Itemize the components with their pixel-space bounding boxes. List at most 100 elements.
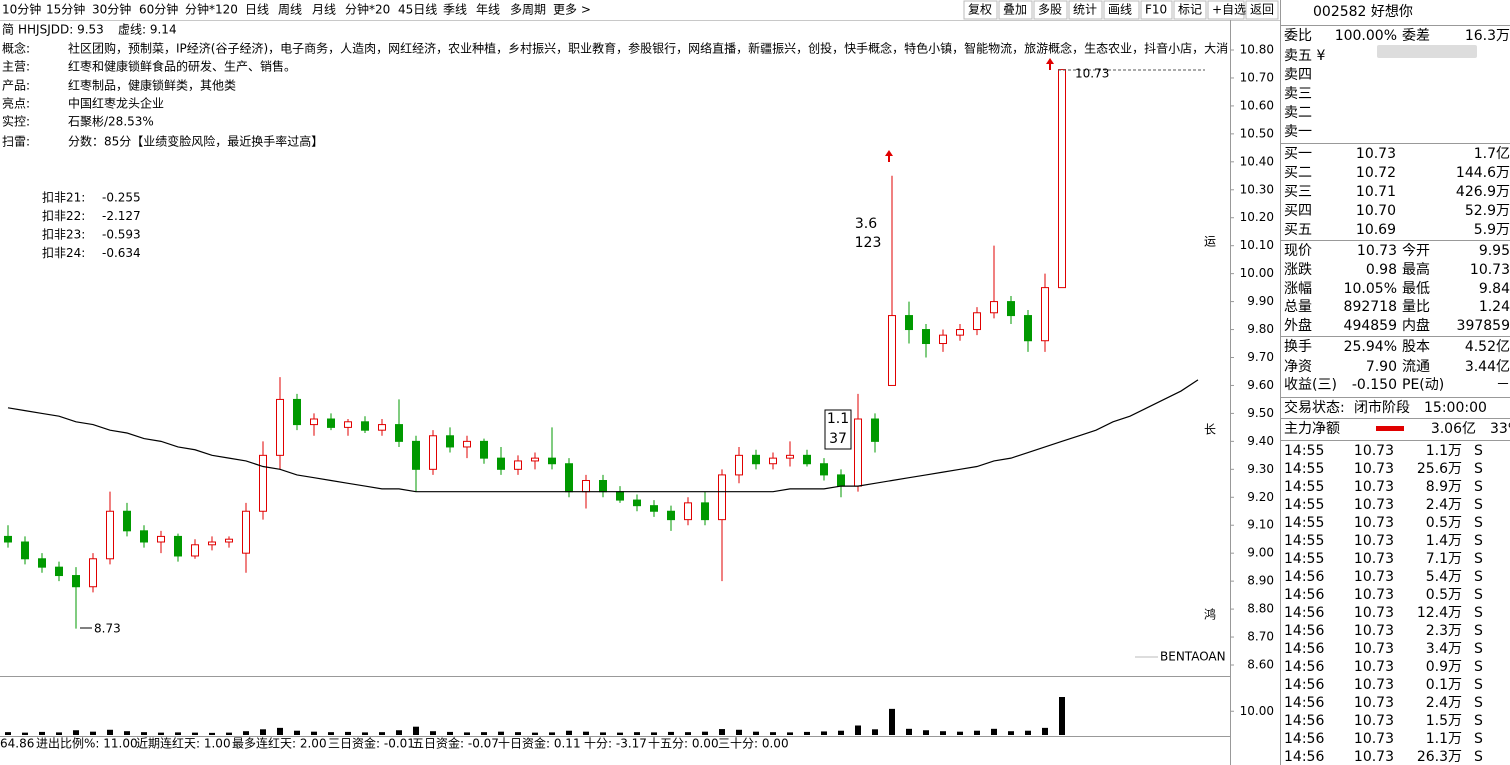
candle-body [1041, 287, 1049, 342]
trade-volume: 0.9万 [1426, 659, 1462, 675]
candle-body [514, 460, 522, 470]
toolbar-button[interactable]: 返回 [1250, 3, 1274, 17]
ask-label: 卖四 [1284, 67, 1312, 83]
trade-time: 14:55 [1284, 515, 1324, 531]
period-tab[interactable]: 多周期 [510, 3, 546, 17]
period-tab[interactable]: 30分钟 [92, 2, 131, 17]
y-tick-label: 10.20 [1240, 210, 1274, 224]
volume-bar [141, 732, 147, 735]
volume-bar [787, 732, 793, 735]
trade-side: S [1474, 533, 1483, 549]
period-tab[interactable]: 分钟*20 [345, 2, 390, 17]
quote-value: 7.90 [1366, 359, 1397, 375]
trade-side: S [1474, 623, 1483, 639]
toolbar-button-frame[interactable] [1103, 0, 1140, 20]
quote-key: 收益(三) [1284, 377, 1337, 393]
ask-label: 卖二 [1284, 105, 1312, 121]
info-key: 主营: [2, 60, 30, 74]
volume-bar [90, 731, 96, 735]
period-tab[interactable]: 45日线 [398, 3, 437, 17]
trade-volume: 25.6万 [1417, 461, 1462, 477]
toolbar-button-frame[interactable] [1033, 0, 1068, 20]
volume-bar [736, 729, 742, 735]
toolbar-button-frame[interactable] [1173, 0, 1207, 20]
info-key: 概念: [2, 41, 30, 56]
trade-price: 10.73 [1354, 749, 1394, 765]
annotation: 123 [855, 235, 882, 251]
volume-bar [804, 731, 810, 735]
deduction-value: -0.255 [102, 191, 141, 205]
period-tab[interactable]: 周线 [278, 3, 302, 17]
volume-bar [1025, 730, 1031, 735]
trade-side: S [1474, 641, 1483, 657]
trade-volume: 1.1万 [1426, 443, 1462, 459]
candle-body [225, 538, 233, 543]
toolbar-button[interactable]: 画线 [1108, 3, 1132, 17]
bid-volume: 1.7亿 [1474, 146, 1510, 162]
volume-bar [1059, 697, 1065, 735]
volume-bar [158, 732, 164, 735]
toolbar-button[interactable]: 统计 [1073, 3, 1097, 17]
quote-key: PE(动) [1402, 377, 1444, 393]
trade-volume: 8.9万 [1426, 479, 1462, 495]
candle-body [837, 474, 845, 487]
toolbar-button-frame[interactable] [963, 0, 998, 20]
candle-body [1007, 301, 1015, 317]
candle-body [667, 510, 675, 521]
info-value: 社区团购，预制菜，IP经济(谷子经济)，电子商务，人造肉，网红经济，农业种植，乡… [68, 41, 1228, 56]
candle-body [1058, 69, 1066, 289]
dropdown[interactable] [1377, 45, 1477, 58]
toolbar-button-frame[interactable] [1207, 0, 1245, 20]
candle-body [463, 440, 471, 448]
candle-body [888, 315, 896, 386]
trade-side: S [1474, 443, 1483, 459]
period-tab[interactable]: 季线 [443, 3, 467, 17]
toolbar-button[interactable]: 叠加 [1003, 3, 1027, 17]
toolbar-button-frame[interactable] [1140, 0, 1173, 20]
toolbar-button-frame[interactable] [1245, 0, 1279, 20]
bid-volume: 426.9万 [1456, 184, 1510, 200]
arrow [885, 150, 893, 162]
period-tab[interactable]: 分钟*120 [185, 2, 238, 17]
footer-item: 最多连红天: 2.00 [232, 736, 327, 751]
y-tick-label: 9.20 [1247, 490, 1274, 504]
trade-side: S [1474, 569, 1483, 585]
trade-volume: 1.1万 [1426, 731, 1462, 747]
bid-label: 买二 [1284, 165, 1312, 181]
toolbar-button[interactable]: 复权 [968, 3, 992, 17]
y-tick-label: 9.10 [1247, 518, 1274, 532]
quote-value: 892718 [1344, 299, 1397, 315]
period-tab[interactable]: 15分钟 [46, 2, 85, 17]
deduction-key: 扣非24: [42, 246, 85, 260]
volume-bar [991, 728, 997, 735]
period-tab[interactable]: 日线 [245, 3, 269, 17]
candle-body [310, 418, 318, 426]
period-tab[interactable]: 10分钟 [2, 2, 41, 17]
candle-body [446, 435, 454, 448]
y-tick-label: 9.70 [1247, 350, 1274, 364]
volume-bar [192, 732, 198, 735]
period-tab[interactable]: 年线 [476, 3, 500, 17]
quote-key: 量比 [1402, 299, 1430, 315]
toolbar-button-frame[interactable] [1068, 0, 1103, 20]
toolbar-button[interactable]: +自选 [1212, 3, 1246, 17]
candle-body [123, 510, 131, 532]
period-tab[interactable]: 月线 [312, 3, 336, 17]
toolbar-button[interactable]: 标记 [1178, 3, 1202, 17]
volume-bar [685, 732, 691, 735]
volume-bar [1042, 727, 1048, 735]
arrow [1046, 58, 1054, 70]
period-tab[interactable]: 60分钟 [139, 2, 178, 17]
footer-value: 64.86 [0, 737, 34, 751]
volume-bar [532, 732, 538, 735]
trade-price: 10.73 [1354, 587, 1394, 603]
bid-price: 10.71 [1356, 184, 1396, 200]
toolbar-button-frame[interactable] [998, 0, 1033, 20]
footer-item: 进出比例%: 11.00 [36, 737, 138, 751]
toolbar-button[interactable]: 多股 [1038, 3, 1062, 17]
info-key: 产品: [2, 79, 30, 93]
status-value: 闭市阶段 [1354, 399, 1410, 416]
period-tab[interactable]: 更多 > [553, 3, 591, 17]
toolbar-button[interactable]: F10 [1145, 3, 1167, 17]
candle-body [242, 510, 250, 554]
